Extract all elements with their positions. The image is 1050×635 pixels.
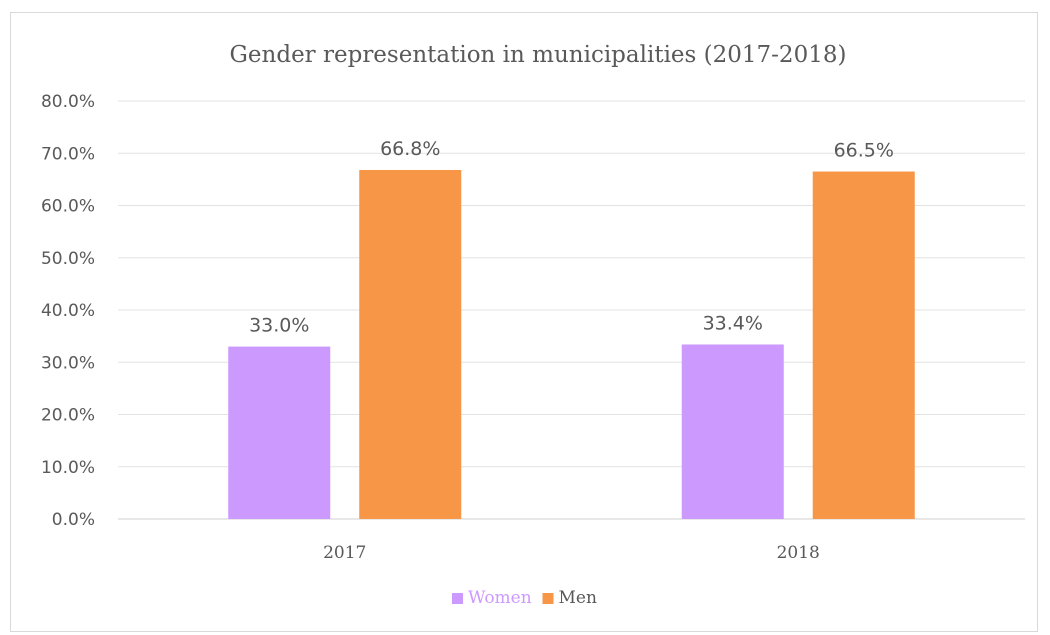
chart-title: Gender representation in municipalities … xyxy=(230,42,847,68)
legend-label-men: Men xyxy=(559,588,597,608)
bar-women-2018 xyxy=(681,344,784,519)
bars xyxy=(228,169,915,519)
data-label: 66.5% xyxy=(834,140,894,162)
legend-swatch-men xyxy=(542,593,554,604)
bar-men-2017 xyxy=(359,169,462,519)
bar-men-2018 xyxy=(812,171,915,519)
y-tick-label: 20.0% xyxy=(41,406,95,426)
y-tick-label: 70.0% xyxy=(41,144,95,164)
y-tick-label: 50.0% xyxy=(41,249,95,269)
legend: Women Men xyxy=(452,588,597,608)
data-label: 66.8% xyxy=(380,138,440,160)
legend-label-women: Women xyxy=(468,588,532,608)
x-tick-label: 2018 xyxy=(777,543,820,563)
y-tick-label: 40.0% xyxy=(41,301,95,321)
y-tick-label: 60.0% xyxy=(41,197,95,217)
x-tick-label: 2017 xyxy=(323,543,366,563)
y-tick-label: 0.0% xyxy=(52,510,95,530)
y-tick-label: 80.0% xyxy=(41,92,95,112)
legend-swatch-women xyxy=(452,593,463,604)
data-label: 33.0% xyxy=(249,315,309,337)
y-tick-label: 10.0% xyxy=(41,458,95,478)
bar-women-2017 xyxy=(228,346,331,519)
data-label: 33.4% xyxy=(703,312,763,334)
y-tick-label: 30.0% xyxy=(41,353,95,373)
y-axis-ticks: 0.0% 10.0% 20.0% 30.0% 40.0% 50.0% 60.0% 70.0% 8… xyxy=(41,92,95,530)
x-axis-ticks: 2017 2018 xyxy=(323,543,820,563)
data-labels: 33.0% 66.8% 33.4% 66.5% xyxy=(249,138,894,337)
